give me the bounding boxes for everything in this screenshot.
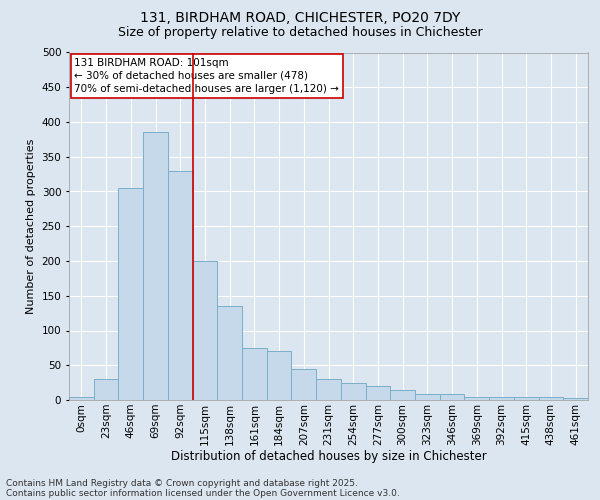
- Bar: [341, 382, 365, 400]
- Bar: [267, 352, 292, 400]
- Bar: [464, 396, 489, 400]
- Bar: [563, 398, 588, 400]
- Bar: [94, 379, 118, 400]
- Bar: [539, 396, 563, 400]
- Bar: [118, 188, 143, 400]
- Bar: [489, 396, 514, 400]
- Bar: [440, 394, 464, 400]
- Bar: [143, 132, 168, 400]
- Bar: [365, 386, 390, 400]
- Text: 131, BIRDHAM ROAD, CHICHESTER, PO20 7DY: 131, BIRDHAM ROAD, CHICHESTER, PO20 7DY: [140, 11, 460, 25]
- Bar: [242, 348, 267, 400]
- Bar: [415, 394, 440, 400]
- Text: Contains HM Land Registry data © Crown copyright and database right 2025.: Contains HM Land Registry data © Crown c…: [6, 478, 358, 488]
- Bar: [316, 379, 341, 400]
- Bar: [514, 396, 539, 400]
- Text: Contains public sector information licensed under the Open Government Licence v3: Contains public sector information licen…: [6, 490, 400, 498]
- Text: Size of property relative to detached houses in Chichester: Size of property relative to detached ho…: [118, 26, 482, 39]
- X-axis label: Distribution of detached houses by size in Chichester: Distribution of detached houses by size …: [170, 450, 487, 464]
- Bar: [69, 396, 94, 400]
- Bar: [168, 170, 193, 400]
- Bar: [193, 261, 217, 400]
- Bar: [292, 368, 316, 400]
- Y-axis label: Number of detached properties: Number of detached properties: [26, 138, 36, 314]
- Text: 131 BIRDHAM ROAD: 101sqm
← 30% of detached houses are smaller (478)
70% of semi-: 131 BIRDHAM ROAD: 101sqm ← 30% of detach…: [74, 58, 339, 94]
- Bar: [390, 390, 415, 400]
- Bar: [217, 306, 242, 400]
